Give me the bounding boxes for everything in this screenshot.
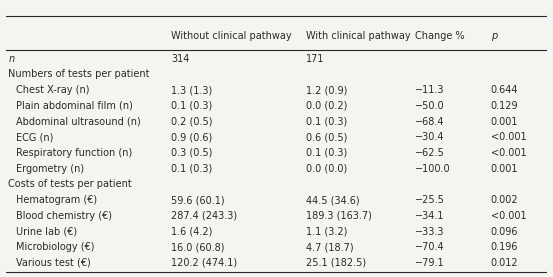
- Text: 0.129: 0.129: [491, 101, 518, 111]
- Text: 171: 171: [306, 54, 325, 64]
- Text: 0.196: 0.196: [491, 242, 518, 252]
- Text: Respiratory function (n): Respiratory function (n): [17, 148, 133, 158]
- Text: 0.0 (0.0): 0.0 (0.0): [306, 164, 347, 174]
- Text: −25.5: −25.5: [415, 195, 445, 205]
- Text: 314: 314: [171, 54, 189, 64]
- Text: 1.3 (1.3): 1.3 (1.3): [171, 85, 212, 95]
- Text: 0.1 (0.3): 0.1 (0.3): [306, 117, 347, 127]
- Text: 0.002: 0.002: [491, 195, 518, 205]
- Text: Without clinical pathway: Without clinical pathway: [171, 31, 291, 41]
- Text: <0.001: <0.001: [491, 132, 526, 142]
- Text: 189.3 (163.7): 189.3 (163.7): [306, 211, 372, 221]
- Text: −62.5: −62.5: [415, 148, 445, 158]
- Text: Various test (€): Various test (€): [17, 258, 91, 268]
- Text: 120.2 (474.1): 120.2 (474.1): [171, 258, 237, 268]
- Text: 0.1 (0.3): 0.1 (0.3): [171, 101, 212, 111]
- Text: −30.4: −30.4: [415, 132, 444, 142]
- Text: p: p: [491, 31, 497, 41]
- Text: −100.0: −100.0: [415, 164, 450, 174]
- Text: Numbers of tests per patient: Numbers of tests per patient: [8, 70, 150, 79]
- Text: 0.1 (0.3): 0.1 (0.3): [306, 148, 347, 158]
- Text: <0.001: <0.001: [491, 211, 526, 221]
- Text: 16.0 (60.8): 16.0 (60.8): [171, 242, 225, 252]
- Text: Blood chemistry (€): Blood chemistry (€): [17, 211, 112, 221]
- Text: 1.2 (0.9): 1.2 (0.9): [306, 85, 348, 95]
- Text: Hematogram (€): Hematogram (€): [17, 195, 97, 205]
- Text: Urine lab (€): Urine lab (€): [17, 227, 77, 237]
- Text: 0.001: 0.001: [491, 117, 518, 127]
- Text: −79.1: −79.1: [415, 258, 444, 268]
- Text: Change %: Change %: [415, 31, 465, 41]
- Text: <0.001: <0.001: [491, 148, 526, 158]
- Text: Microbiology (€): Microbiology (€): [17, 242, 95, 252]
- Text: −50.0: −50.0: [415, 101, 444, 111]
- Text: With clinical pathway: With clinical pathway: [306, 31, 411, 41]
- Text: ECG (n): ECG (n): [17, 132, 54, 142]
- Text: 0.9 (0.6): 0.9 (0.6): [171, 132, 212, 142]
- Text: 0.096: 0.096: [491, 227, 518, 237]
- Text: 1.1 (3.2): 1.1 (3.2): [306, 227, 348, 237]
- Text: −70.4: −70.4: [415, 242, 444, 252]
- Text: 0.3 (0.5): 0.3 (0.5): [171, 148, 212, 158]
- Text: Chest X-ray (n): Chest X-ray (n): [17, 85, 90, 95]
- Text: 0.6 (0.5): 0.6 (0.5): [306, 132, 348, 142]
- Text: 0.012: 0.012: [491, 258, 518, 268]
- Text: 44.5 (34.6): 44.5 (34.6): [306, 195, 360, 205]
- Text: 0.0 (0.2): 0.0 (0.2): [306, 101, 348, 111]
- Text: 0.1 (0.3): 0.1 (0.3): [171, 164, 212, 174]
- Text: n: n: [8, 54, 14, 64]
- Text: 1.6 (4.2): 1.6 (4.2): [171, 227, 212, 237]
- Text: 0.2 (0.5): 0.2 (0.5): [171, 117, 212, 127]
- Text: 0.644: 0.644: [491, 85, 518, 95]
- Text: 4.7 (18.7): 4.7 (18.7): [306, 242, 354, 252]
- Text: 59.6 (60.1): 59.6 (60.1): [171, 195, 225, 205]
- Text: Costs of tests per patient: Costs of tests per patient: [8, 179, 132, 189]
- Text: 0.001: 0.001: [491, 164, 518, 174]
- Text: Ergometry (n): Ergometry (n): [17, 164, 85, 174]
- Text: −33.3: −33.3: [415, 227, 444, 237]
- Text: −11.3: −11.3: [415, 85, 444, 95]
- Text: Abdominal ultrasound (n): Abdominal ultrasound (n): [17, 117, 141, 127]
- Text: −68.4: −68.4: [415, 117, 444, 127]
- Text: −34.1: −34.1: [415, 211, 444, 221]
- Text: 25.1 (182.5): 25.1 (182.5): [306, 258, 367, 268]
- Text: Plain abdominal film (n): Plain abdominal film (n): [17, 101, 133, 111]
- Text: 287.4 (243.3): 287.4 (243.3): [171, 211, 237, 221]
